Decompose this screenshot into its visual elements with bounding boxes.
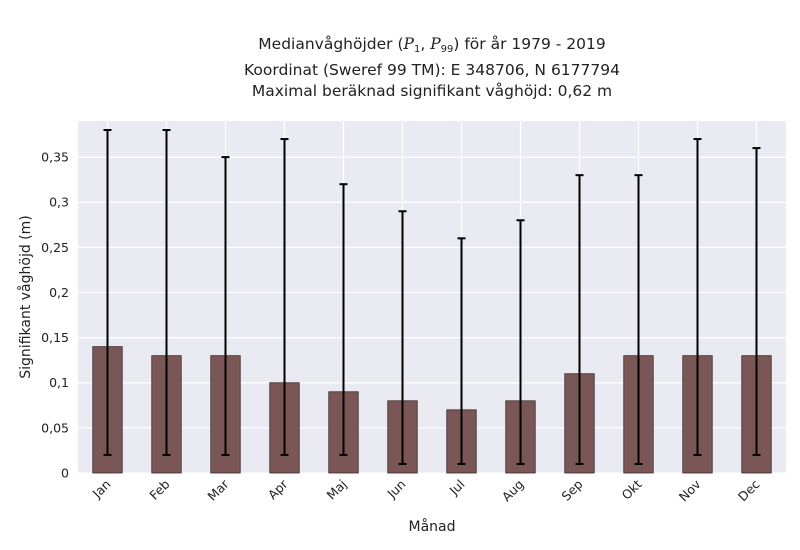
x-tick-label: Sep (558, 476, 585, 503)
errorbar-jul (457, 237, 466, 465)
y-tick-label: 0,15 (41, 330, 69, 345)
title-line-2: Koordinat (Sweref 99 TM): E 348706, N 61… (244, 61, 620, 79)
x-tick-label: Jun (383, 477, 408, 502)
errorbar-mar (221, 156, 230, 456)
x-tick-label: Okt (618, 476, 644, 502)
x-tick-label: Mar (204, 476, 232, 504)
y-axis-ticks: 0 0,05 0,1 0,15 0,2 0,25 0,3 0,35 (41, 150, 69, 481)
y-tick-label: 0,1 (49, 375, 69, 390)
title-line-3: Maximal beräknad signifikant våghöjd: 0,… (251, 82, 613, 100)
y-tick-label: 0,35 (41, 150, 69, 165)
x-axis-ticks: Jan Feb Mar Apr Maj Jun Jul Aug Sep Okt Nov Dec (89, 476, 763, 504)
y-tick-label: 0,3 (49, 195, 69, 210)
errorbar-jun (398, 210, 407, 465)
error-bars (103, 129, 761, 465)
x-tick-label: Nov (676, 476, 704, 504)
errorbar-apr (280, 138, 289, 456)
errorbar-maj (339, 183, 348, 456)
errorbar-feb (162, 129, 171, 456)
x-tick-label: Apr (265, 476, 292, 503)
y-axis-label: Signifikant våghöjd (m) (17, 215, 34, 378)
plot-area (78, 121, 786, 473)
chart-title: Medianvåghöjder (P1, P99) för år 1979 - … (78, 34, 786, 102)
errorbar-sep (575, 174, 584, 465)
errorbar-nov (693, 138, 702, 456)
x-tick-label: Maj (324, 477, 350, 503)
y-tick-label: 0,05 (41, 420, 69, 435)
y-tick-label: 0,25 (41, 240, 69, 255)
x-tick-label: Jul (446, 477, 468, 499)
x-tick-label: Aug (499, 477, 527, 505)
x-tick-label: Jan (89, 477, 114, 502)
title-line-1: Medianvåghöjder (P1, P99) för år 1979 - … (258, 35, 606, 55)
x-tick-label: Feb (146, 476, 172, 502)
y-tick-label: 0 (61, 466, 69, 481)
x-axis-label: Månad (409, 518, 456, 535)
errorbar-dec (752, 147, 761, 456)
errorbar-aug (516, 219, 525, 465)
y-tick-label: 0,2 (49, 285, 69, 300)
errorbar-jan (103, 129, 112, 456)
errorbar-okt (634, 174, 643, 465)
x-tick-label: Dec (735, 476, 763, 504)
